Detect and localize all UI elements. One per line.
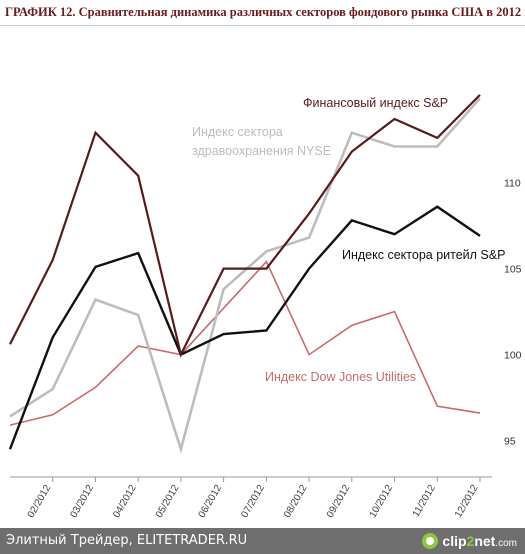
clip2net-logo-icon (422, 533, 439, 549)
logo-post: net (474, 533, 496, 549)
x-tick-label: 07/2012 (239, 483, 267, 520)
x-tick-label: 09/2012 (325, 483, 353, 520)
y-tick-label: 110 (504, 178, 521, 190)
clip2net-logo: clip2net.com (422, 532, 517, 550)
x-tick-label: 11/2012 (411, 483, 438, 520)
series-annotation-financial: Финансовый индекс S&P (303, 96, 448, 110)
series-line-health (9, 97, 481, 454)
logo-pre: clip (442, 533, 467, 549)
title-divider (0, 25, 525, 26)
x-tick-label: 03/2012 (68, 483, 96, 520)
x-tick-label: 10/2012 (368, 483, 396, 520)
x-tick-label: 04/2012 (111, 483, 139, 520)
x-tick-label: 02/2012 (26, 483, 54, 520)
footer-bar: Элитный Трейдер, ELITETRADER.RU clip2net… (0, 528, 525, 554)
logo-two: 2 (466, 533, 475, 549)
logo-suffix: .com (495, 538, 517, 549)
x-tick-label: 12/2012 (453, 483, 481, 520)
series-annotation-health: здравоохранения NYSE (192, 144, 331, 158)
series-line-retail (8, 205, 481, 450)
x-tick-label: 05/2012 (154, 483, 182, 520)
series-line-utilities (9, 260, 481, 426)
y-tick-label: 105 (504, 264, 522, 276)
x-tick-label: 08/2012 (282, 483, 310, 520)
series-annotation-retail: Индекс сектора ритейл S&P (342, 248, 505, 262)
series-annotation-health: Индекс сектора (192, 125, 283, 139)
y-tick-label: 95 (504, 436, 516, 448)
series-annotation-utilities: Индекс Dow Jones Utilities (265, 370, 416, 384)
series-line-financial (9, 94, 481, 358)
clip2net-logo-text: clip2net.com (442, 533, 517, 549)
footer-source: Элитный Трейдер, ELITETRADER.RU (6, 533, 248, 548)
y-tick-label: 100 (504, 350, 522, 362)
chart-title: ГРАФИК 12. Сравнительная динамика различ… (5, 5, 525, 19)
x-tick-label: 06/2012 (197, 483, 225, 520)
sector-dynamics-line-chart: 02/2012 03/2012 04/2012 05/2012 06/2012 07/20… (8, 94, 522, 520)
